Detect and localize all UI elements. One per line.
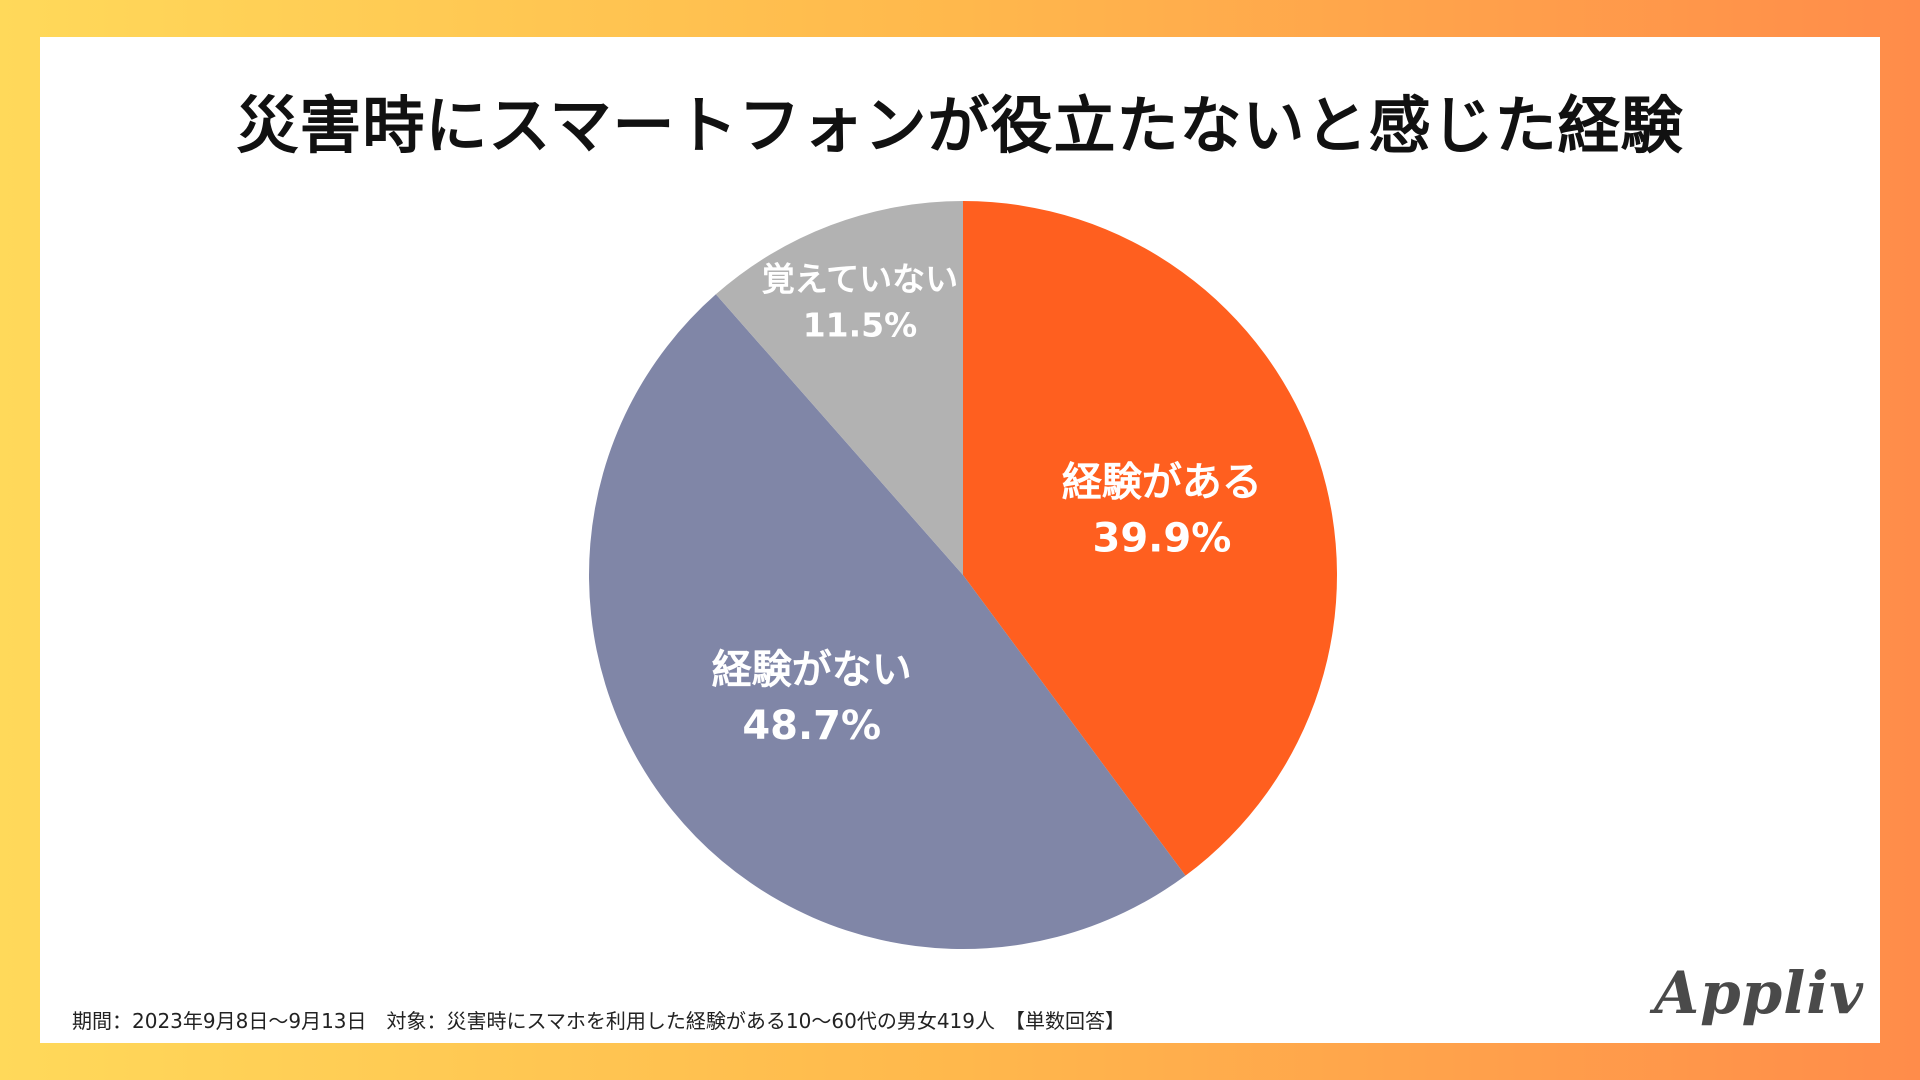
appliv-logo: Appliv [1654, 959, 1864, 1027]
slice-label-2: 経験がない [712, 647, 912, 693]
pie-slice-1 [963, 201, 1338, 876]
slice-label-1: 経験がある [1062, 459, 1262, 505]
slice-label-3: 覚えていない [762, 260, 958, 299]
slice-value-1: 39.9% [1093, 515, 1232, 561]
chart-card: 災害時にスマートフォンが役立たないと感じた経験 経験がある 39.9% 経験がない 4… [40, 37, 1880, 1043]
pie-slice-2 [588, 294, 1186, 950]
pie-chart: 経験がある 39.9% 経験がない 48.7% 覚えていない 11.5% [588, 201, 1338, 950]
pie-slice-3 [715, 201, 963, 575]
chart-title: 災害時にスマートフォンが役立たないと感じた経験 [236, 89, 1684, 162]
slice-value-3: 11.5% [803, 306, 918, 345]
footnote: 期間：2023年9月8日〜9月13日 対象：災害時にスマホを利用した経験がある1… [72, 1009, 1125, 1033]
slice-value-2: 48.7% [742, 703, 881, 749]
